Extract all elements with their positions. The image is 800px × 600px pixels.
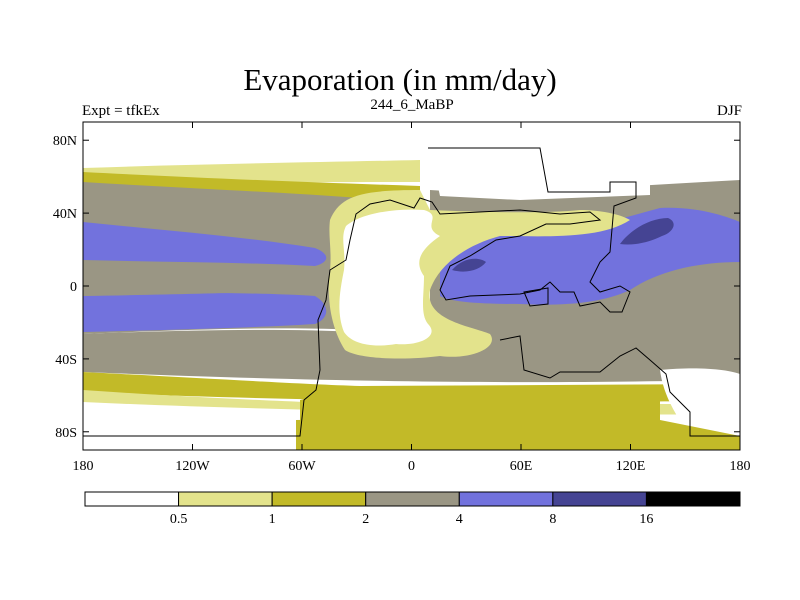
coastlines — [83, 147, 740, 437]
map-title: Evaporation (in mm/day) — [243, 62, 557, 97]
colorbar-box — [84, 491, 180, 507]
coastline-east-island — [523, 287, 549, 307]
y-tick-label: 0 — [70, 280, 77, 295]
field-east-dark-2 — [452, 258, 486, 272]
x-tick-label: 180 — [73, 459, 94, 474]
field-south-pole-olive — [296, 417, 740, 450]
y-tick-label: 80N — [53, 134, 77, 149]
x-tick-label: 0 — [408, 459, 415, 474]
field-pacific-north-purple — [83, 222, 327, 266]
colorbar-label: 8 — [549, 512, 556, 527]
colorbar-box — [645, 491, 741, 507]
field-east-dark — [620, 218, 674, 245]
x-tick-label: 120W — [175, 459, 210, 474]
colorbar-label: 1 — [269, 512, 276, 527]
x-tick-label: 180 — [730, 459, 751, 474]
x-tick-label: 60W — [288, 459, 316, 474]
field-south-continent-olive — [300, 391, 660, 420]
x-tick-label: 60E — [510, 459, 533, 474]
colorbar-box — [178, 491, 273, 507]
colorbar-label: 2 — [362, 512, 369, 527]
colorbar-label: 0.5 — [170, 512, 188, 527]
run-label: 244_6_MaBP — [370, 97, 454, 113]
colorbar-label: 4 — [456, 512, 463, 527]
evaporation-field — [83, 122, 740, 450]
season-label: DJF — [716, 103, 742, 119]
x-tick-label: 120E — [616, 459, 646, 474]
y-tick-label: 80S — [55, 426, 77, 441]
y-axis: 80N 40N 0 40S 80S — [53, 134, 740, 441]
x-axis: 180 120W 60W 0 60E 120E 180 — [73, 122, 751, 474]
y-tick-label: 40S — [55, 353, 77, 368]
field-australia-white — [660, 368, 740, 436]
colorbar-box — [365, 491, 460, 507]
colorbar-box — [271, 491, 367, 507]
colorbar-label: 16 — [639, 512, 653, 527]
coastline-africa-south — [499, 335, 740, 437]
field-pangaea-white — [339, 209, 440, 346]
colorbar-box — [458, 491, 554, 507]
field-antarctic-white — [83, 404, 296, 450]
field-pacific-equator-gray — [83, 262, 320, 296]
colorbar: 0.5 1 2 4 8 16 — [84, 491, 741, 527]
field-pacific-south-purple — [83, 293, 327, 332]
coastline-pangaea — [83, 147, 637, 437]
colorbar-box — [552, 491, 647, 507]
experiment-label: Expt = tfkEx — [82, 103, 160, 119]
field-siberia-white — [430, 140, 650, 200]
y-tick-label: 40N — [53, 207, 77, 222]
